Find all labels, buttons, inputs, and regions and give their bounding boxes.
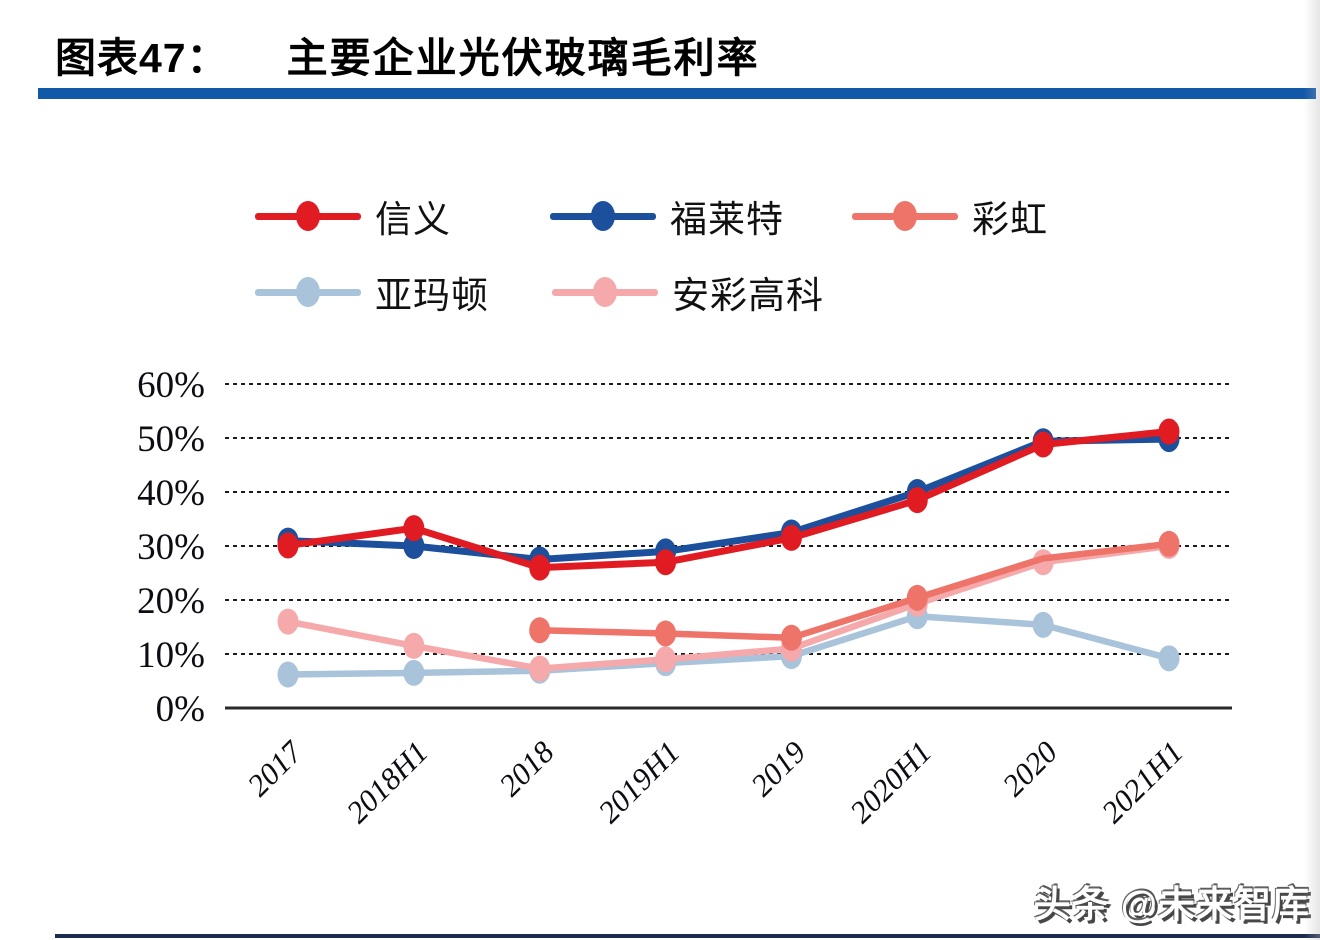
legend-marker-dot-caihong	[893, 201, 917, 231]
data-point-caihong-2020H1	[906, 584, 928, 611]
data-point-caihong-2019	[780, 624, 802, 651]
data-point-caihong-2018	[529, 617, 551, 644]
legend-line-swatch-ancai	[552, 277, 658, 307]
data-point-xinyi-2019H1	[655, 549, 677, 576]
legend-item-almaden: 亚玛顿	[255, 272, 489, 317]
x-axis-tick-label: 2018	[492, 734, 561, 803]
legend-line-swatch-flat	[550, 201, 656, 231]
legend-item-xinyi: 信义	[255, 196, 451, 241]
legend-marker-dot-ancai	[593, 277, 617, 307]
figure-header: 图表47： 主要企业光伏玻璃毛利率	[55, 24, 760, 84]
y-axis-tick-label: 60%	[137, 365, 205, 406]
data-point-xinyi-2019	[780, 524, 802, 551]
data-point-almaden-2020	[1032, 611, 1054, 638]
figure-title: 主要企业光伏玻璃毛利率	[286, 35, 760, 81]
legend-marker-dot-xinyi	[296, 201, 320, 231]
x-axis-tick-label: 2019H1	[591, 734, 686, 829]
y-axis-tick-label: 50%	[137, 419, 205, 460]
data-point-caihong-2019H1	[655, 620, 677, 647]
y-axis-tick-label: 30%	[137, 527, 205, 568]
x-axis-tick-label: 2019	[744, 734, 813, 803]
series-line-xinyi	[284, 428, 1173, 572]
data-point-almaden-2021H1	[1158, 645, 1180, 672]
legend-line-swatch-caihong	[852, 201, 958, 231]
legend-marker-dot-flat	[591, 201, 615, 231]
data-point-ancai-2019H1	[655, 646, 677, 673]
legend-item-flat: 福莱特	[550, 196, 784, 241]
title-divider-rule	[38, 88, 1316, 99]
figure-number-label: 图表47：	[55, 35, 229, 81]
data-point-xinyi-2018	[529, 554, 551, 581]
data-point-almaden-2017	[277, 661, 299, 688]
bottom-divider-rule	[55, 934, 1320, 938]
y-axis-tick-label: 0%	[156, 689, 205, 730]
legend-label-caihong: 彩虹	[972, 200, 1048, 241]
data-point-xinyi-2021H1	[1158, 418, 1180, 445]
y-axis-tick-label: 20%	[137, 581, 205, 622]
legend-label-xinyi: 信义	[375, 200, 451, 241]
data-point-caihong-2021H1	[1158, 530, 1180, 557]
data-point-xinyi-2017	[277, 532, 299, 559]
legend-marker-dot-almaden	[296, 277, 320, 307]
legend-line-swatch-almaden	[255, 277, 361, 307]
page-edge-shading	[1304, 0, 1320, 940]
legend-line-swatch-xinyi	[255, 201, 361, 231]
series-line-caihong	[536, 540, 1173, 642]
legend-item-caihong: 彩虹	[852, 196, 1048, 241]
legend-label-ancai: 安彩高科	[672, 276, 824, 317]
data-point-ancai-2018H1	[403, 632, 425, 659]
data-point-flat-2018H1	[403, 533, 425, 559]
data-point-ancai-2017	[277, 608, 299, 635]
data-point-xinyi-2020H1	[906, 487, 928, 514]
y-axis-tick-label: 40%	[137, 473, 205, 514]
x-axis-tick-label: 2018H1	[339, 734, 434, 829]
gross-margin-line-chart: 60% 50% 40% 30% 20% 10% 0% 2017 2018H1 2018 2019H1…	[137, 365, 1232, 830]
x-axis-tick-label: 2020	[996, 734, 1065, 803]
data-point-xinyi-2020	[1032, 431, 1054, 458]
y-axis-tick-label: 10%	[137, 635, 205, 676]
legend-label-almaden: 亚玛顿	[375, 276, 489, 317]
data-point-xinyi-2018H1	[403, 515, 425, 542]
series-line-ancai	[284, 542, 1173, 672]
x-axis-tick-label: 2021H1	[1095, 734, 1190, 829]
legend-item-ancai: 安彩高科	[552, 272, 824, 317]
x-axis-tick-label: 2020H1	[843, 734, 938, 829]
series-line-flat	[284, 435, 1173, 563]
watermark-text: 头条 @未来智库	[1033, 884, 1310, 925]
data-point-ancai-2018	[529, 655, 551, 682]
series-line-almaden	[284, 612, 1173, 678]
data-point-almaden-2018H1	[403, 659, 425, 686]
x-axis-tick-label: 2017	[240, 733, 310, 803]
legend-label-flat: 福莱特	[670, 200, 784, 241]
